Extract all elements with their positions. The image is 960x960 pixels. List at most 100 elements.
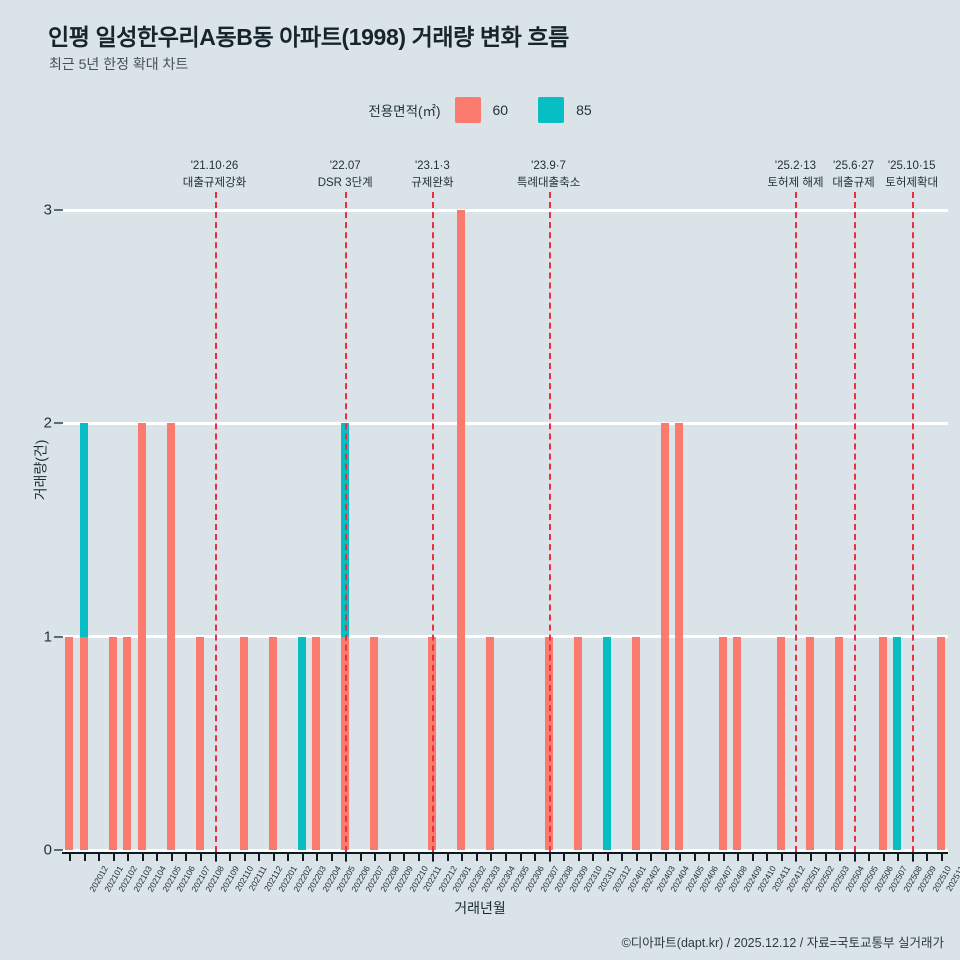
y-axis-title: 거래량(건) — [32, 439, 49, 501]
chart-legend: 전용면적(㎡) 60 85 — [0, 97, 960, 123]
x-tick-mark — [882, 852, 885, 861]
x-tick-mark — [868, 852, 871, 861]
annotation-label-202502: '25.2·13 토허제 해제 — [767, 158, 823, 191]
x-tick-mark — [650, 852, 653, 861]
x-tick-mark — [548, 852, 551, 861]
footer-credit: ©디아파트(dapt.kr) / 2025.12.12 / 자료=국토교통부 실… — [621, 936, 944, 950]
x-tick-mark — [563, 852, 566, 861]
bar-202101-85[interactable] — [79, 423, 88, 637]
annotation-date: '25.2·13 — [774, 160, 817, 172]
x-tick-mark — [897, 852, 900, 861]
bar-202202-60[interactable] — [268, 636, 277, 850]
bar-202509-85[interactable] — [893, 636, 902, 850]
x-tick-mark — [432, 852, 435, 861]
y-gridline — [62, 635, 948, 639]
annotation-line-202110 — [214, 192, 217, 862]
annotation-date: '22.07 — [329, 160, 361, 172]
bar-202503-60[interactable] — [806, 636, 815, 850]
x-tick-mark — [330, 852, 333, 861]
x-tick-mark — [112, 852, 115, 861]
bar-202410-60[interactable] — [733, 636, 742, 850]
x-tick-mark — [722, 852, 725, 861]
y-tick-label: 0 — [43, 841, 52, 859]
bar-202512-60[interactable] — [936, 636, 945, 850]
bar-202409-60[interactable] — [718, 636, 727, 850]
x-tick-mark — [592, 852, 595, 861]
x-tick-mark — [403, 852, 406, 861]
x-tick-mark — [69, 852, 72, 861]
bar-202406-60[interactable] — [675, 423, 684, 850]
bar-202104-60[interactable] — [123, 636, 132, 850]
bar-202107-60[interactable] — [166, 423, 175, 850]
bar-202103-60[interactable] — [108, 636, 117, 850]
annotation-text: 규제완화 — [411, 176, 454, 189]
bar-202012-60[interactable] — [65, 636, 74, 850]
annotation-text: 대출규제 — [832, 176, 875, 189]
plot-area — [62, 192, 948, 862]
x-tick-mark — [287, 852, 290, 861]
y-gridline — [62, 208, 948, 212]
bar-202101-60[interactable] — [79, 636, 88, 850]
x-tick-mark — [534, 852, 537, 861]
bar-202505-60[interactable] — [835, 636, 844, 850]
annotation-text: 특례대출축소 — [516, 176, 581, 189]
x-tick-mark — [185, 852, 188, 861]
annotation-label-202110: '21.10·26 대출규제강화 — [183, 158, 246, 191]
x-tick-mark — [170, 852, 173, 861]
bar-202401-85[interactable] — [602, 636, 611, 850]
annotation-label-202207: '22.07 DSR 3단계 — [318, 158, 373, 191]
annotation-text: 대출규제강화 — [182, 176, 247, 189]
annotation-line-202301 — [432, 192, 435, 862]
y-gridline — [62, 421, 948, 425]
x-tick-mark — [316, 852, 319, 861]
y-tick-mark — [54, 422, 63, 425]
bar-202501-60[interactable] — [776, 636, 785, 850]
bar-202112-60[interactable] — [239, 636, 248, 850]
bar-202508-60[interactable] — [878, 636, 887, 850]
x-tick-mark — [839, 852, 842, 861]
bar-202204-85[interactable] — [297, 636, 306, 850]
bar-202303-60[interactable] — [457, 210, 466, 850]
bar-202209-60[interactable] — [370, 636, 379, 850]
x-tick-mark — [737, 852, 740, 861]
y-tick-mark — [54, 635, 63, 638]
y-tick-label: 2 — [43, 414, 52, 432]
x-tick-mark — [374, 852, 377, 861]
legend-label-85: 85 — [576, 102, 592, 118]
bar-202403-60[interactable] — [631, 636, 640, 850]
y-tick-label: 1 — [43, 628, 52, 646]
x-tick-mark — [272, 852, 275, 861]
x-tick-mark — [519, 852, 522, 861]
x-tick-mark — [490, 852, 493, 861]
x-tick-mark — [258, 852, 261, 861]
bar-202205-60[interactable] — [312, 636, 321, 850]
annotation-label-202510: '25.10·15 토허제확대 — [885, 158, 938, 191]
annotation-line-202510 — [911, 192, 914, 862]
legend-swatch-85 — [538, 97, 565, 123]
bar-202105-60[interactable] — [137, 423, 146, 850]
x-tick-mark — [664, 852, 667, 861]
x-tick-mark — [229, 852, 232, 861]
bar-202109-60[interactable] — [195, 636, 204, 850]
x-tick-mark — [853, 852, 856, 861]
x-tick-mark — [606, 852, 609, 861]
x-tick-mark — [940, 852, 943, 861]
bar-202405-60[interactable] — [660, 423, 669, 850]
x-tick-mark — [766, 852, 769, 861]
x-tick-mark — [417, 852, 420, 861]
annotation-text: 토허제 해제 — [767, 176, 824, 189]
page-subtitle: 최근 5년 한정 확대 차트 — [49, 56, 189, 72]
annotation-line-202502 — [795, 192, 798, 862]
x-tick-mark — [301, 852, 304, 861]
bar-202311-60[interactable] — [573, 636, 582, 850]
x-tick-mark — [926, 852, 929, 861]
x-tick-mark — [475, 852, 478, 861]
x-tick-mark — [98, 852, 101, 861]
x-axis-title: 거래년월 — [454, 900, 506, 916]
annotation-text: DSR 3단계 — [317, 176, 373, 189]
x-tick-mark — [810, 852, 813, 861]
bar-202305-60[interactable] — [486, 636, 495, 850]
x-tick-mark — [780, 852, 783, 861]
x-tick-mark — [243, 852, 246, 861]
